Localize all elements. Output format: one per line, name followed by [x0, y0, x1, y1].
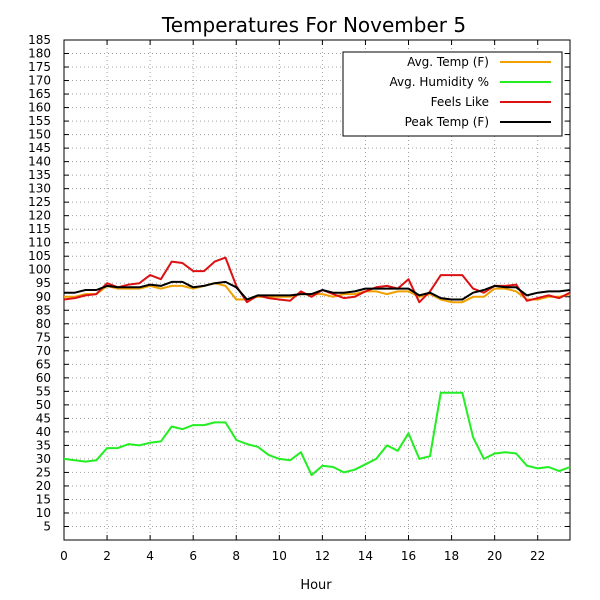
x-tick-label: 18 [444, 549, 459, 563]
series-line-1 [63, 391, 571, 477]
y-tick-label: 125 [28, 195, 51, 209]
y-tick-label: 145 [28, 141, 51, 155]
y-tick-label: 75 [36, 330, 51, 344]
y-tick-label: 100 [28, 263, 51, 277]
y-tick-label: 90 [36, 290, 51, 304]
y-tick-label: 175 [28, 60, 51, 74]
x-tick-label: 8 [232, 549, 240, 563]
legend-label: Feels Like [431, 95, 489, 109]
x-tick-label: 16 [401, 549, 416, 563]
y-tick-label: 55 [36, 384, 51, 398]
series-line-2 [63, 256, 571, 304]
y-tick-label: 170 [28, 74, 51, 88]
x-tick-label: 10 [272, 549, 287, 563]
y-tick-label: 130 [28, 182, 51, 196]
y-tick-label: 185 [28, 33, 51, 47]
y-tick-label: 80 [36, 317, 51, 331]
x-axis: 0 2 4 6 8 10 12 14 16 18 20 22 [60, 40, 545, 563]
y-axis: 5101520253035404550556065707580859095100… [28, 33, 570, 533]
x-tick-label: 12 [315, 549, 330, 563]
legend-label: Avg. Temp (F) [407, 55, 489, 69]
y-tick-label: 20 [36, 479, 51, 493]
y-tick-label: 105 [28, 249, 51, 263]
y-tick-label: 150 [28, 128, 51, 142]
y-tick-label: 110 [28, 236, 51, 250]
y-tick-label: 140 [28, 155, 51, 169]
chart-title: Temperatures For November 5 [161, 13, 466, 37]
y-tick-label: 135 [28, 168, 51, 182]
y-tick-label: 165 [28, 87, 51, 101]
y-tick-label: 95 [36, 276, 51, 290]
series-lines [63, 256, 571, 477]
y-tick-label: 10 [36, 506, 51, 520]
y-tick-label: 35 [36, 438, 51, 452]
legend-label: Avg. Humidity % [390, 75, 489, 89]
y-tick-label: 60 [36, 371, 51, 385]
y-tick-label: 50 [36, 398, 51, 412]
y-tick-label: 70 [36, 344, 51, 358]
x-axis-label: Hour [300, 578, 332, 593]
y-tick-label: 30 [36, 452, 51, 466]
y-tick-label: 40 [36, 425, 51, 439]
y-tick-label: 115 [28, 222, 51, 236]
x-tick-label: 6 [189, 549, 197, 563]
x-tick-label: 2 [103, 549, 111, 563]
y-tick-label: 120 [28, 209, 51, 223]
y-tick-label: 160 [28, 101, 51, 115]
y-tick-label: 5 [43, 519, 51, 533]
y-tick-label: 45 [36, 411, 51, 425]
series-line-3 [64, 280, 571, 301]
x-tick-label: 14 [358, 549, 373, 563]
x-tick-label: 0 [60, 549, 68, 563]
y-tick-label: 65 [36, 357, 51, 371]
x-tick-label: 4 [146, 549, 154, 563]
legend: Avg. Temp (F) Avg. Humidity % Feels Like Pe… [342, 51, 563, 137]
legend-label: Peak Temp (F) [405, 115, 489, 129]
x-tick-label: 22 [530, 549, 545, 563]
x-tick-label: 20 [487, 549, 502, 563]
y-tick-label: 85 [36, 303, 51, 317]
y-tick-label: 25 [36, 465, 51, 479]
y-tick-label: 15 [36, 492, 51, 506]
y-tick-label: 180 [28, 47, 51, 61]
y-tick-label: 155 [28, 114, 51, 128]
